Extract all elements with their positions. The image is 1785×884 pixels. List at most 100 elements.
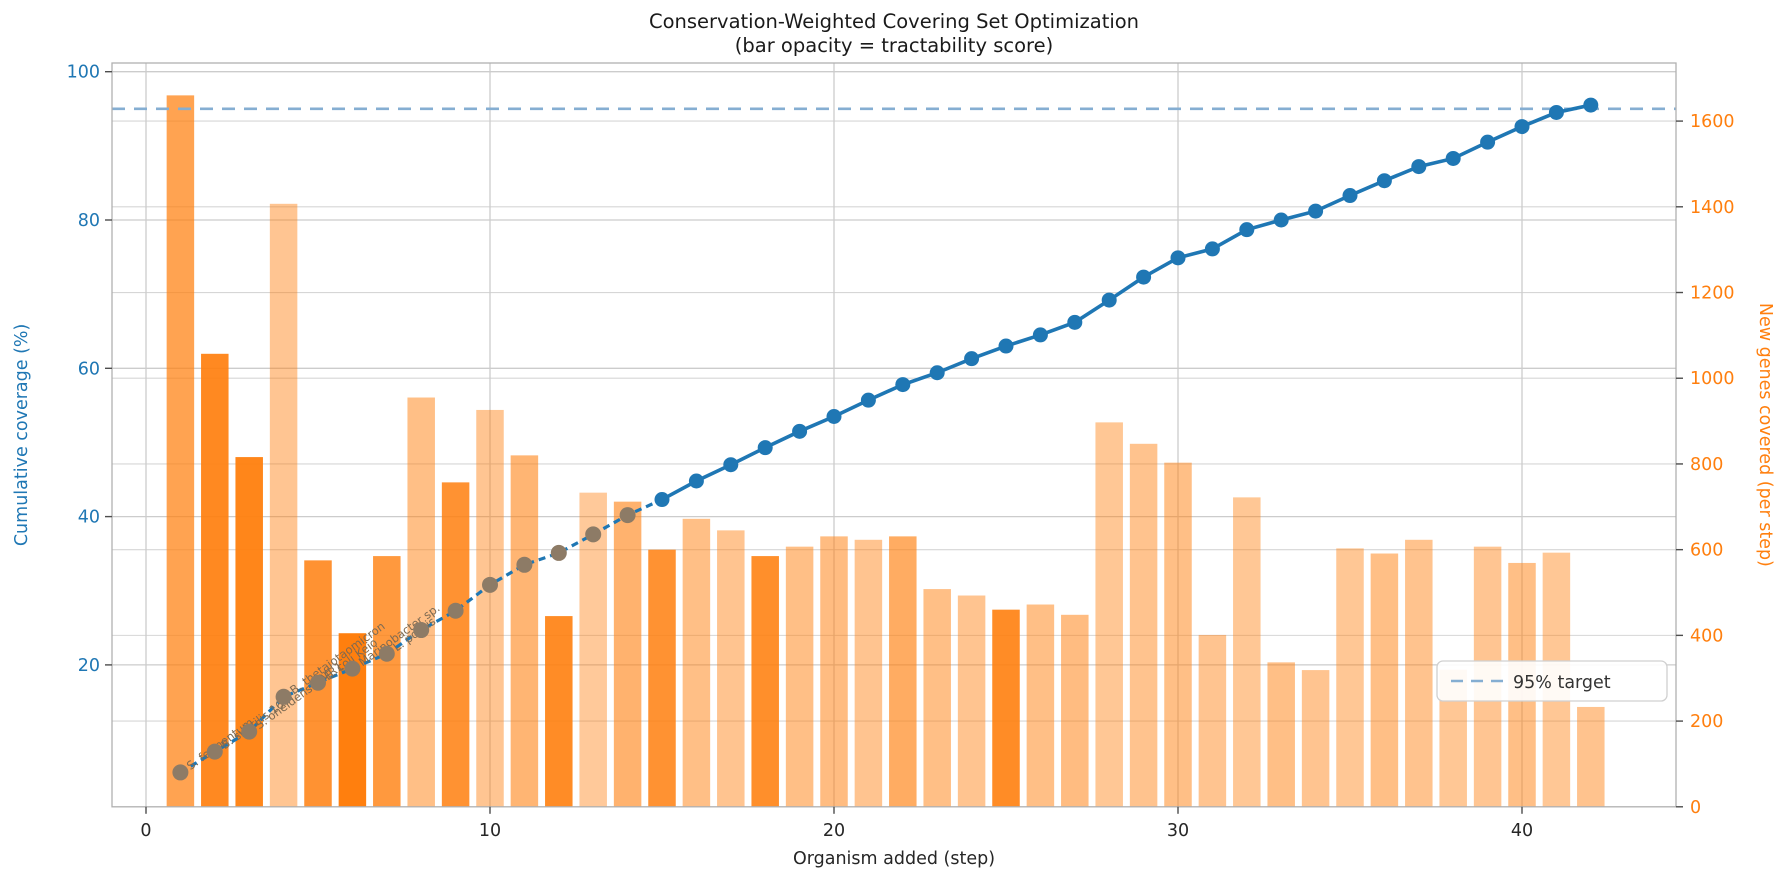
x-tick-label-30: 30 bbox=[1167, 821, 1189, 841]
bar-step-35 bbox=[1336, 548, 1364, 807]
marker-step-25 bbox=[998, 338, 1014, 354]
gray-marker-step-10 bbox=[482, 576, 498, 593]
gray-marker-step-9 bbox=[447, 602, 464, 619]
y-right-tick-label-1000: 1000 bbox=[1690, 369, 1735, 389]
marker-step-36 bbox=[1376, 173, 1392, 189]
gray-marker-step-1 bbox=[172, 764, 189, 781]
bar-step-1 bbox=[166, 95, 195, 807]
bar-step-2 bbox=[201, 353, 229, 807]
marker-step-22 bbox=[895, 377, 911, 393]
gray-marker-step-4 bbox=[275, 688, 292, 705]
bar-step-25 bbox=[992, 609, 1020, 807]
y-right-tick-label-1600: 1600 bbox=[1690, 112, 1735, 132]
bar-step-36 bbox=[1370, 553, 1399, 807]
marker-step-19 bbox=[792, 423, 808, 439]
title-line-1: Conservation-Weighted Covering Set Optim… bbox=[649, 10, 1139, 33]
axes-spines bbox=[111, 62, 1677, 808]
legend-box bbox=[1436, 660, 1668, 702]
bar-step-23 bbox=[923, 589, 951, 807]
marker-step-41 bbox=[1548, 104, 1564, 120]
bar-step-19 bbox=[785, 546, 814, 807]
y-right-axis: 0 200 400 600 800 1000 1200 1400 1600 New genes c… bbox=[1676, 112, 1775, 818]
bar-step-4 bbox=[269, 203, 298, 807]
marker-step-23 bbox=[929, 365, 945, 381]
y-left-axis: 20 40 60 80 100 Cumulative coverage (%) bbox=[12, 63, 112, 676]
x-tick-label-0: 0 bbox=[140, 821, 151, 841]
y-right-axis-label: New genes covered (per step) bbox=[1755, 303, 1775, 567]
marker-step-28 bbox=[1101, 292, 1117, 308]
bar-step-9 bbox=[441, 482, 470, 807]
marker-step-26 bbox=[1032, 327, 1048, 343]
x-axis: 0 10 20 30 40 Organism added (step) bbox=[140, 806, 1533, 869]
bar-step-26 bbox=[1026, 604, 1055, 807]
y-right-tick-label-200: 200 bbox=[1690, 712, 1723, 732]
bar-step-20 bbox=[820, 536, 848, 807]
bar-step-22 bbox=[889, 536, 917, 807]
bar-step-31 bbox=[1198, 634, 1227, 807]
marker-step-30 bbox=[1170, 250, 1186, 266]
bars-group bbox=[166, 95, 1605, 807]
marker-step-38 bbox=[1445, 150, 1461, 166]
marker-step-16 bbox=[688, 473, 704, 489]
line-markers bbox=[172, 97, 1599, 781]
bar-step-28 bbox=[1095, 422, 1123, 807]
gray-marker-step-14 bbox=[619, 507, 636, 524]
bar-step-29 bbox=[1129, 443, 1158, 807]
gray-marker-step-8 bbox=[413, 622, 430, 639]
bar-step-3 bbox=[235, 457, 263, 807]
bar-step-27 bbox=[1061, 614, 1089, 807]
title-line-2: (bar opacity = tractability score) bbox=[735, 34, 1053, 57]
coverage-line-solid-segment bbox=[661, 103, 1592, 502]
bar-step-33 bbox=[1267, 662, 1295, 807]
bar-step-15 bbox=[648, 549, 676, 807]
bar-step-32 bbox=[1233, 497, 1261, 807]
marker-step-20 bbox=[826, 408, 842, 424]
bar-step-17 bbox=[717, 530, 745, 807]
gray-marker-step-11 bbox=[516, 556, 533, 573]
y-left-tick-label-100: 100 bbox=[67, 63, 100, 83]
legend-label: 95% target bbox=[1513, 673, 1611, 693]
gray-marker-step-2 bbox=[206, 743, 223, 760]
x-axis-label: Organism added (step) bbox=[793, 849, 995, 869]
y-left-axis-label: Cumulative coverage (%) bbox=[12, 324, 32, 547]
gray-marker-step-6 bbox=[344, 660, 361, 677]
y-left-tick-label-60: 60 bbox=[78, 359, 100, 379]
marker-step-17 bbox=[723, 457, 739, 473]
marker-step-34 bbox=[1308, 203, 1324, 219]
bar-step-37 bbox=[1405, 539, 1433, 807]
bar-step-14 bbox=[613, 501, 642, 807]
y-right-tick-label-0: 0 bbox=[1690, 798, 1701, 818]
bar-step-30 bbox=[1164, 462, 1192, 807]
bar-step-12 bbox=[545, 616, 573, 807]
y-left-tick-label-40: 40 bbox=[78, 508, 100, 528]
y-right-tick-label-400: 400 bbox=[1690, 626, 1723, 646]
bar-step-10 bbox=[476, 409, 504, 807]
y-left-tick-label-20: 20 bbox=[78, 656, 100, 676]
marker-step-29 bbox=[1136, 269, 1152, 285]
y-right-tick-label-1400: 1400 bbox=[1690, 198, 1735, 218]
bar-step-34 bbox=[1301, 670, 1330, 807]
bar-step-13 bbox=[579, 492, 607, 807]
marker-step-35 bbox=[1342, 188, 1358, 204]
y-right-tick-label-600: 600 bbox=[1690, 541, 1723, 561]
marker-step-32 bbox=[1239, 222, 1255, 238]
gray-marker-step-5 bbox=[310, 674, 326, 691]
marker-step-27 bbox=[1067, 314, 1083, 330]
bar-step-16 bbox=[682, 518, 711, 807]
x-tick-label-40: 40 bbox=[1511, 821, 1533, 841]
bar-step-21 bbox=[854, 539, 883, 807]
marker-step-21 bbox=[860, 392, 876, 408]
marker-step-18 bbox=[757, 440, 773, 456]
gray-marker-step-12 bbox=[550, 544, 567, 561]
chart-title: Conservation-Weighted Covering Set Optim… bbox=[649, 10, 1139, 57]
bar-step-8 bbox=[407, 397, 435, 807]
marker-step-42 bbox=[1583, 97, 1599, 113]
bar-step-18 bbox=[751, 556, 779, 807]
marker-step-39 bbox=[1480, 134, 1496, 150]
x-tick-label-10: 10 bbox=[479, 821, 501, 841]
gray-marker-step-13 bbox=[585, 526, 602, 543]
x-tick-label-20: 20 bbox=[823, 821, 845, 841]
y-right-tick-label-800: 800 bbox=[1690, 455, 1723, 475]
